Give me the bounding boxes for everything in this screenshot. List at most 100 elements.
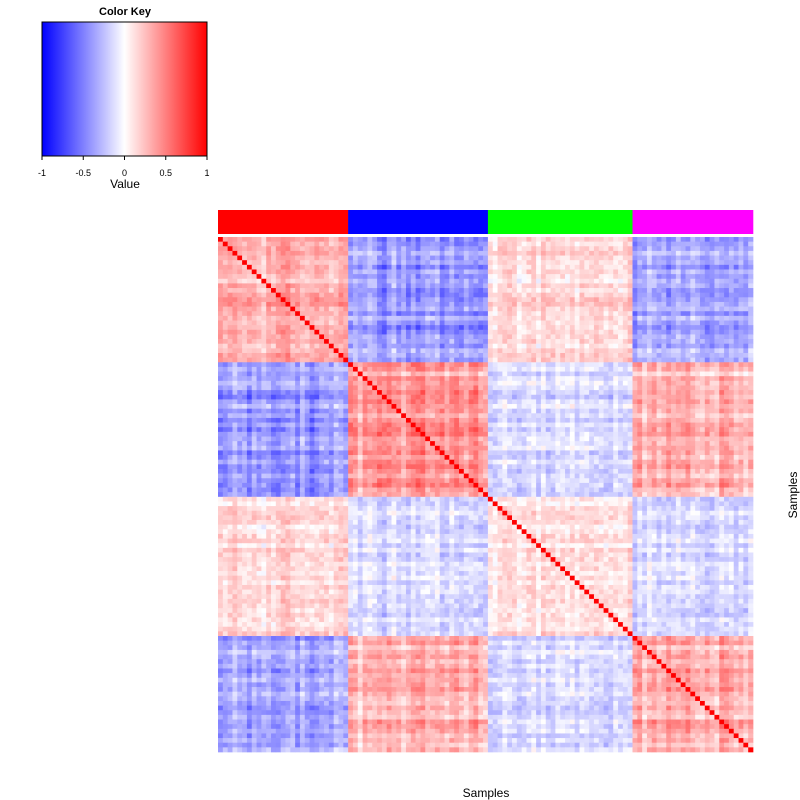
heatmap-cell	[280, 250, 286, 256]
heatmap-cell	[430, 343, 436, 349]
heatmap-cell	[381, 241, 388, 247]
heatmap-cell	[299, 260, 306, 266]
heatmap-cell	[410, 427, 416, 433]
heatmap-cell	[584, 362, 590, 368]
heatmap-cell	[275, 301, 282, 307]
heatmap-cell	[290, 246, 296, 252]
heatmap-cell	[613, 343, 619, 349]
heatmap-cell	[685, 413, 691, 419]
heatmap-cell	[290, 320, 296, 326]
heatmap-cell	[521, 297, 527, 303]
heatmap-cell	[690, 315, 696, 321]
heatmap-cell	[608, 329, 614, 335]
heatmap-cell	[569, 237, 576, 242]
heatmap-cell	[483, 339, 489, 345]
heatmap-cell	[271, 334, 277, 340]
heatmap-cell	[507, 283, 513, 289]
heatmap-cell	[743, 357, 749, 363]
heatmap-cell	[593, 255, 600, 261]
heatmap-cell	[478, 260, 484, 266]
heatmap-cell	[646, 362, 653, 368]
heatmap-cell	[237, 366, 243, 372]
heatmap-cell	[637, 297, 643, 303]
heatmap-cell	[333, 348, 339, 354]
heatmap-cell	[555, 441, 561, 447]
heatmap-cell	[348, 441, 354, 447]
heatmap-cell	[352, 436, 359, 442]
heatmap-cell	[743, 241, 749, 247]
heatmap-cell	[439, 278, 445, 284]
heatmap-cell	[492, 371, 498, 377]
heatmap-cell	[618, 404, 624, 410]
heatmap-cell	[328, 255, 335, 261]
heatmap-cell	[309, 376, 315, 382]
heatmap-cell	[574, 417, 580, 423]
heatmap-cell	[401, 408, 407, 414]
heatmap-cell	[487, 366, 494, 372]
heatmap-cell	[218, 352, 224, 358]
heatmap-cell	[487, 274, 494, 280]
heatmap-cell	[478, 376, 484, 382]
heatmap-cell	[449, 343, 455, 349]
heatmap-cell	[458, 422, 465, 428]
heatmap-cell	[271, 260, 277, 266]
heatmap-cell	[738, 413, 744, 419]
heatmap-cell	[666, 385, 672, 391]
heatmap-cell	[338, 306, 344, 312]
heatmap-cell	[391, 422, 397, 428]
heatmap-cell	[227, 371, 233, 377]
heatmap-cell	[299, 408, 306, 414]
heatmap-cell	[574, 404, 580, 410]
heatmap-cell	[271, 436, 277, 442]
heatmap-cell	[251, 278, 257, 284]
heatmap-cell	[748, 306, 754, 312]
heatmap-cell	[271, 264, 277, 270]
heatmap-cell	[733, 371, 739, 377]
heatmap-cell	[728, 255, 735, 261]
heatmap-cell	[507, 297, 513, 303]
heatmap-cell	[589, 334, 595, 340]
heatmap-cell	[401, 417, 407, 423]
heatmap-cell	[304, 380, 310, 386]
heatmap-cell	[410, 246, 416, 252]
heatmap-cell	[593, 264, 600, 270]
heatmap-cell	[401, 366, 407, 372]
heatmap-cell	[391, 283, 397, 289]
heatmap-cell	[685, 334, 691, 340]
heatmap-cell	[377, 390, 383, 396]
heatmap-cell	[714, 380, 720, 386]
heatmap-cell	[748, 241, 754, 247]
heatmap-cell	[516, 283, 522, 289]
heatmap-cell	[526, 260, 532, 266]
heatmap-cell	[540, 292, 547, 298]
heatmap-cell	[483, 417, 489, 423]
heatmap-cell	[728, 366, 735, 372]
heatmap-cell	[743, 413, 749, 419]
heatmap-cell	[555, 394, 561, 400]
heatmap-cell	[314, 404, 320, 410]
heatmap-cell	[719, 427, 725, 433]
heatmap-cell	[579, 343, 585, 349]
heatmap-cell	[396, 241, 402, 247]
heatmap-cell	[565, 260, 571, 266]
heatmap-cell	[666, 352, 672, 358]
heatmap-cell	[531, 427, 537, 433]
heatmap-cell	[275, 357, 282, 363]
heatmap-cell	[290, 380, 296, 386]
heatmap-cell	[680, 357, 686, 363]
heatmap-cell	[304, 404, 310, 410]
heatmap-cell	[483, 311, 489, 317]
heatmap-cell	[309, 260, 315, 266]
heatmap-cell	[242, 431, 248, 437]
heatmap-cell	[377, 297, 383, 303]
heatmap-cell	[348, 241, 354, 247]
heatmap-cell	[425, 288, 431, 294]
heatmap-cell	[598, 371, 604, 377]
heatmap-cell	[627, 325, 633, 331]
heatmap-cell	[386, 362, 392, 368]
heatmap-cell	[434, 329, 441, 335]
heatmap-cell	[545, 436, 551, 442]
heatmap-cell	[738, 283, 744, 289]
heatmap-cell	[314, 334, 320, 340]
heatmap-cell	[618, 278, 624, 284]
